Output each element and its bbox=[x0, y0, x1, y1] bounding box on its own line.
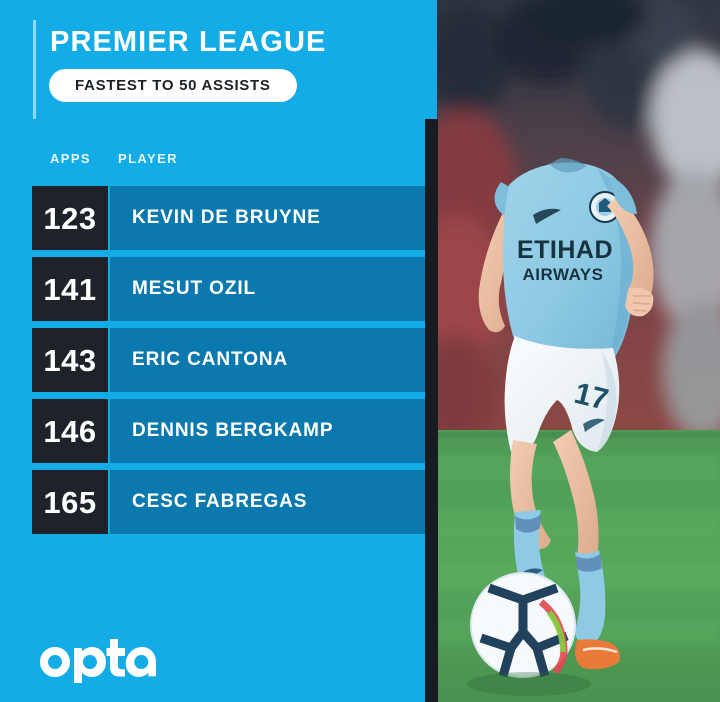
player-name: CESC FABREGAS bbox=[132, 491, 308, 512]
player-name: KEVIN DE BRUYNE bbox=[132, 207, 321, 228]
row-bar bbox=[110, 470, 425, 534]
player-name: DENNIS BERGKAMP bbox=[132, 420, 334, 441]
apps-box: 123 bbox=[32, 186, 108, 250]
subtitle-badge: FASTEST TO 50 ASSISTS bbox=[49, 69, 297, 102]
column-header-apps: APPS bbox=[50, 151, 92, 166]
row-bar bbox=[110, 186, 425, 250]
header-accent-line bbox=[33, 20, 36, 119]
player-name: MESUT OZIL bbox=[132, 278, 257, 299]
stat-table: 123 KEVIN DE BRUYNE 141 MESUT OZIL 143 E… bbox=[0, 186, 437, 541]
page-title: PREMIER LEAGUE bbox=[50, 26, 327, 58]
table-row: 123 KEVIN DE BRUYNE bbox=[0, 186, 437, 250]
player-photo-illustration: ETIHAD AIRWAYS 17 bbox=[437, 0, 720, 702]
football-icon bbox=[470, 572, 576, 678]
table-row: 165 CESC FABREGAS bbox=[0, 470, 437, 534]
row-bar bbox=[110, 257, 425, 321]
apps-value: 123 bbox=[43, 200, 97, 236]
apps-value: 141 bbox=[43, 271, 97, 307]
apps-value: 146 bbox=[43, 413, 97, 449]
info-panel: PREMIER LEAGUE FASTEST TO 50 ASSISTS APP… bbox=[0, 20, 437, 683]
apps-box: 143 bbox=[32, 328, 108, 392]
apps-box: 165 bbox=[32, 470, 108, 534]
row-bar bbox=[110, 399, 425, 463]
opta-logo-icon bbox=[40, 639, 156, 683]
apps-value: 165 bbox=[43, 484, 97, 520]
apps-box: 141 bbox=[32, 257, 108, 321]
photo-divider-strip bbox=[425, 119, 438, 702]
table-row: 143 ERIC CANTONA bbox=[0, 328, 437, 392]
row-bar bbox=[110, 328, 425, 392]
opta-logo bbox=[38, 639, 156, 683]
kit-sponsor-line1: ETIHAD bbox=[517, 236, 613, 264]
kit-sponsor-line2: AIRWAYS bbox=[523, 265, 604, 284]
nike-swoosh-icon bbox=[533, 208, 561, 224]
table-row: 141 MESUT OZIL bbox=[0, 257, 437, 321]
subtitle-badge-label: FASTEST TO 50 ASSISTS bbox=[75, 77, 271, 94]
column-header-player: PLAYER bbox=[118, 151, 178, 166]
player-name: ERIC CANTONA bbox=[132, 349, 289, 370]
shirt-number: 17 bbox=[571, 377, 611, 417]
player-photo: ETIHAD AIRWAYS 17 bbox=[437, 0, 720, 702]
apps-value: 143 bbox=[43, 342, 97, 378]
apps-box: 146 bbox=[32, 399, 108, 463]
table-row: 146 DENNIS BERGKAMP bbox=[0, 399, 437, 463]
